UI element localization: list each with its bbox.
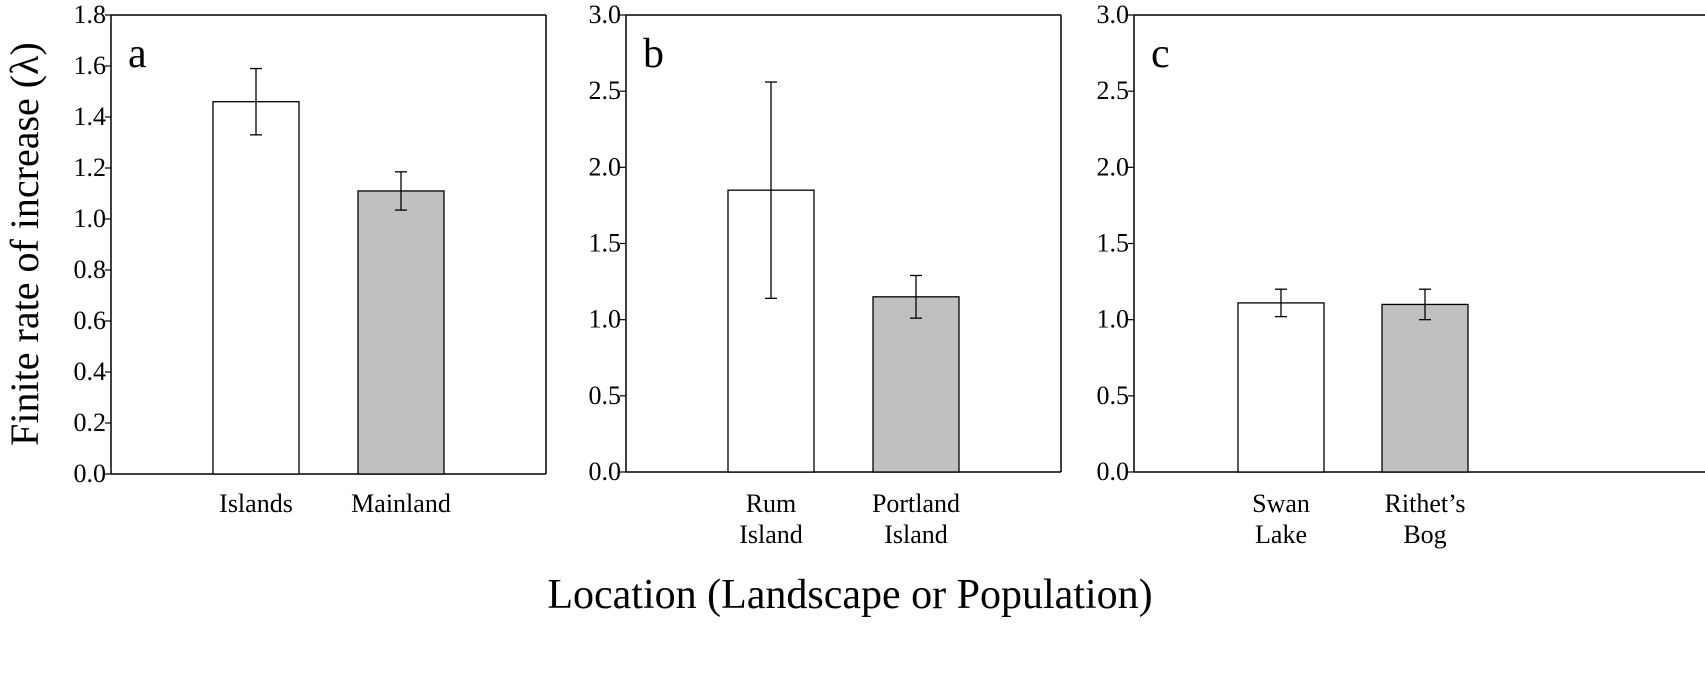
bar-swan-lake [1238, 303, 1324, 472]
bar-islands [213, 102, 299, 474]
x-tick-label: Bog [1403, 520, 1446, 549]
y-tick-label: 0.8 [74, 255, 107, 284]
y-tick-label: 1.2 [74, 153, 107, 182]
bar-mainland [358, 191, 444, 474]
y-tick-label: 1.0 [1097, 305, 1130, 334]
y-tick-label: 1.6 [74, 51, 107, 80]
y-tick-label: 1.5 [1097, 229, 1130, 258]
x-tick-label: Rithet’s [1385, 489, 1466, 518]
y-tick-label: 0.6 [74, 306, 107, 335]
x-tick-label: Lake [1255, 520, 1307, 549]
x-tick-label: Island [739, 520, 803, 549]
bar-rithet-s-bog [1382, 304, 1468, 472]
y-tick-label: 0.0 [1097, 457, 1130, 486]
y-tick-label: 0.2 [74, 408, 107, 437]
y-tick-label: 1.5 [589, 229, 622, 258]
panel-b: 0.00.51.01.52.02.53.0bRumIslandPortlandI… [589, 0, 1062, 549]
y-tick-label: 2.0 [589, 152, 622, 181]
panel-label: c [1151, 31, 1170, 77]
y-axis-label: Finite rate of increase (λ) [2, 42, 47, 446]
y-tick-label: 0.5 [589, 381, 622, 410]
y-tick-label: 1.4 [74, 102, 107, 131]
panel-label: a [128, 31, 147, 77]
y-tick-label: 2.5 [589, 76, 622, 105]
y-tick-label: 3.0 [589, 0, 622, 29]
y-tick-label: 1.0 [74, 204, 107, 233]
y-tick-label: 1.0 [589, 305, 622, 334]
y-tick-label: 2.5 [1097, 76, 1130, 105]
x-tick-label: Swan [1252, 489, 1310, 518]
panel-label: b [643, 31, 664, 77]
y-tick-label: 1.8 [74, 0, 107, 29]
x-tick-label: Island [884, 520, 948, 549]
x-tick-label: Islands [219, 489, 293, 518]
x-tick-label: Portland [872, 489, 960, 518]
y-tick-label: 3.0 [1097, 0, 1130, 29]
x-tick-label: Rum [746, 489, 797, 518]
y-tick-label: 0.0 [74, 459, 107, 488]
x-axis-label: Location (Landscape or Population) [547, 572, 1152, 618]
y-tick-label: 0.5 [1097, 381, 1130, 410]
y-tick-label: 0.0 [589, 457, 622, 486]
panel-a: 0.0 0.2 0.4 0.6 0.8 1.0 1.2 1.4 1.6 1.8 a Islands Ma… [74, 0, 547, 518]
y-tick-label: 2.0 [1097, 152, 1130, 181]
x-tick-label: Mainland [351, 489, 451, 518]
y-tick-label: 0.4 [74, 357, 107, 386]
bar-portland-island [873, 297, 959, 472]
